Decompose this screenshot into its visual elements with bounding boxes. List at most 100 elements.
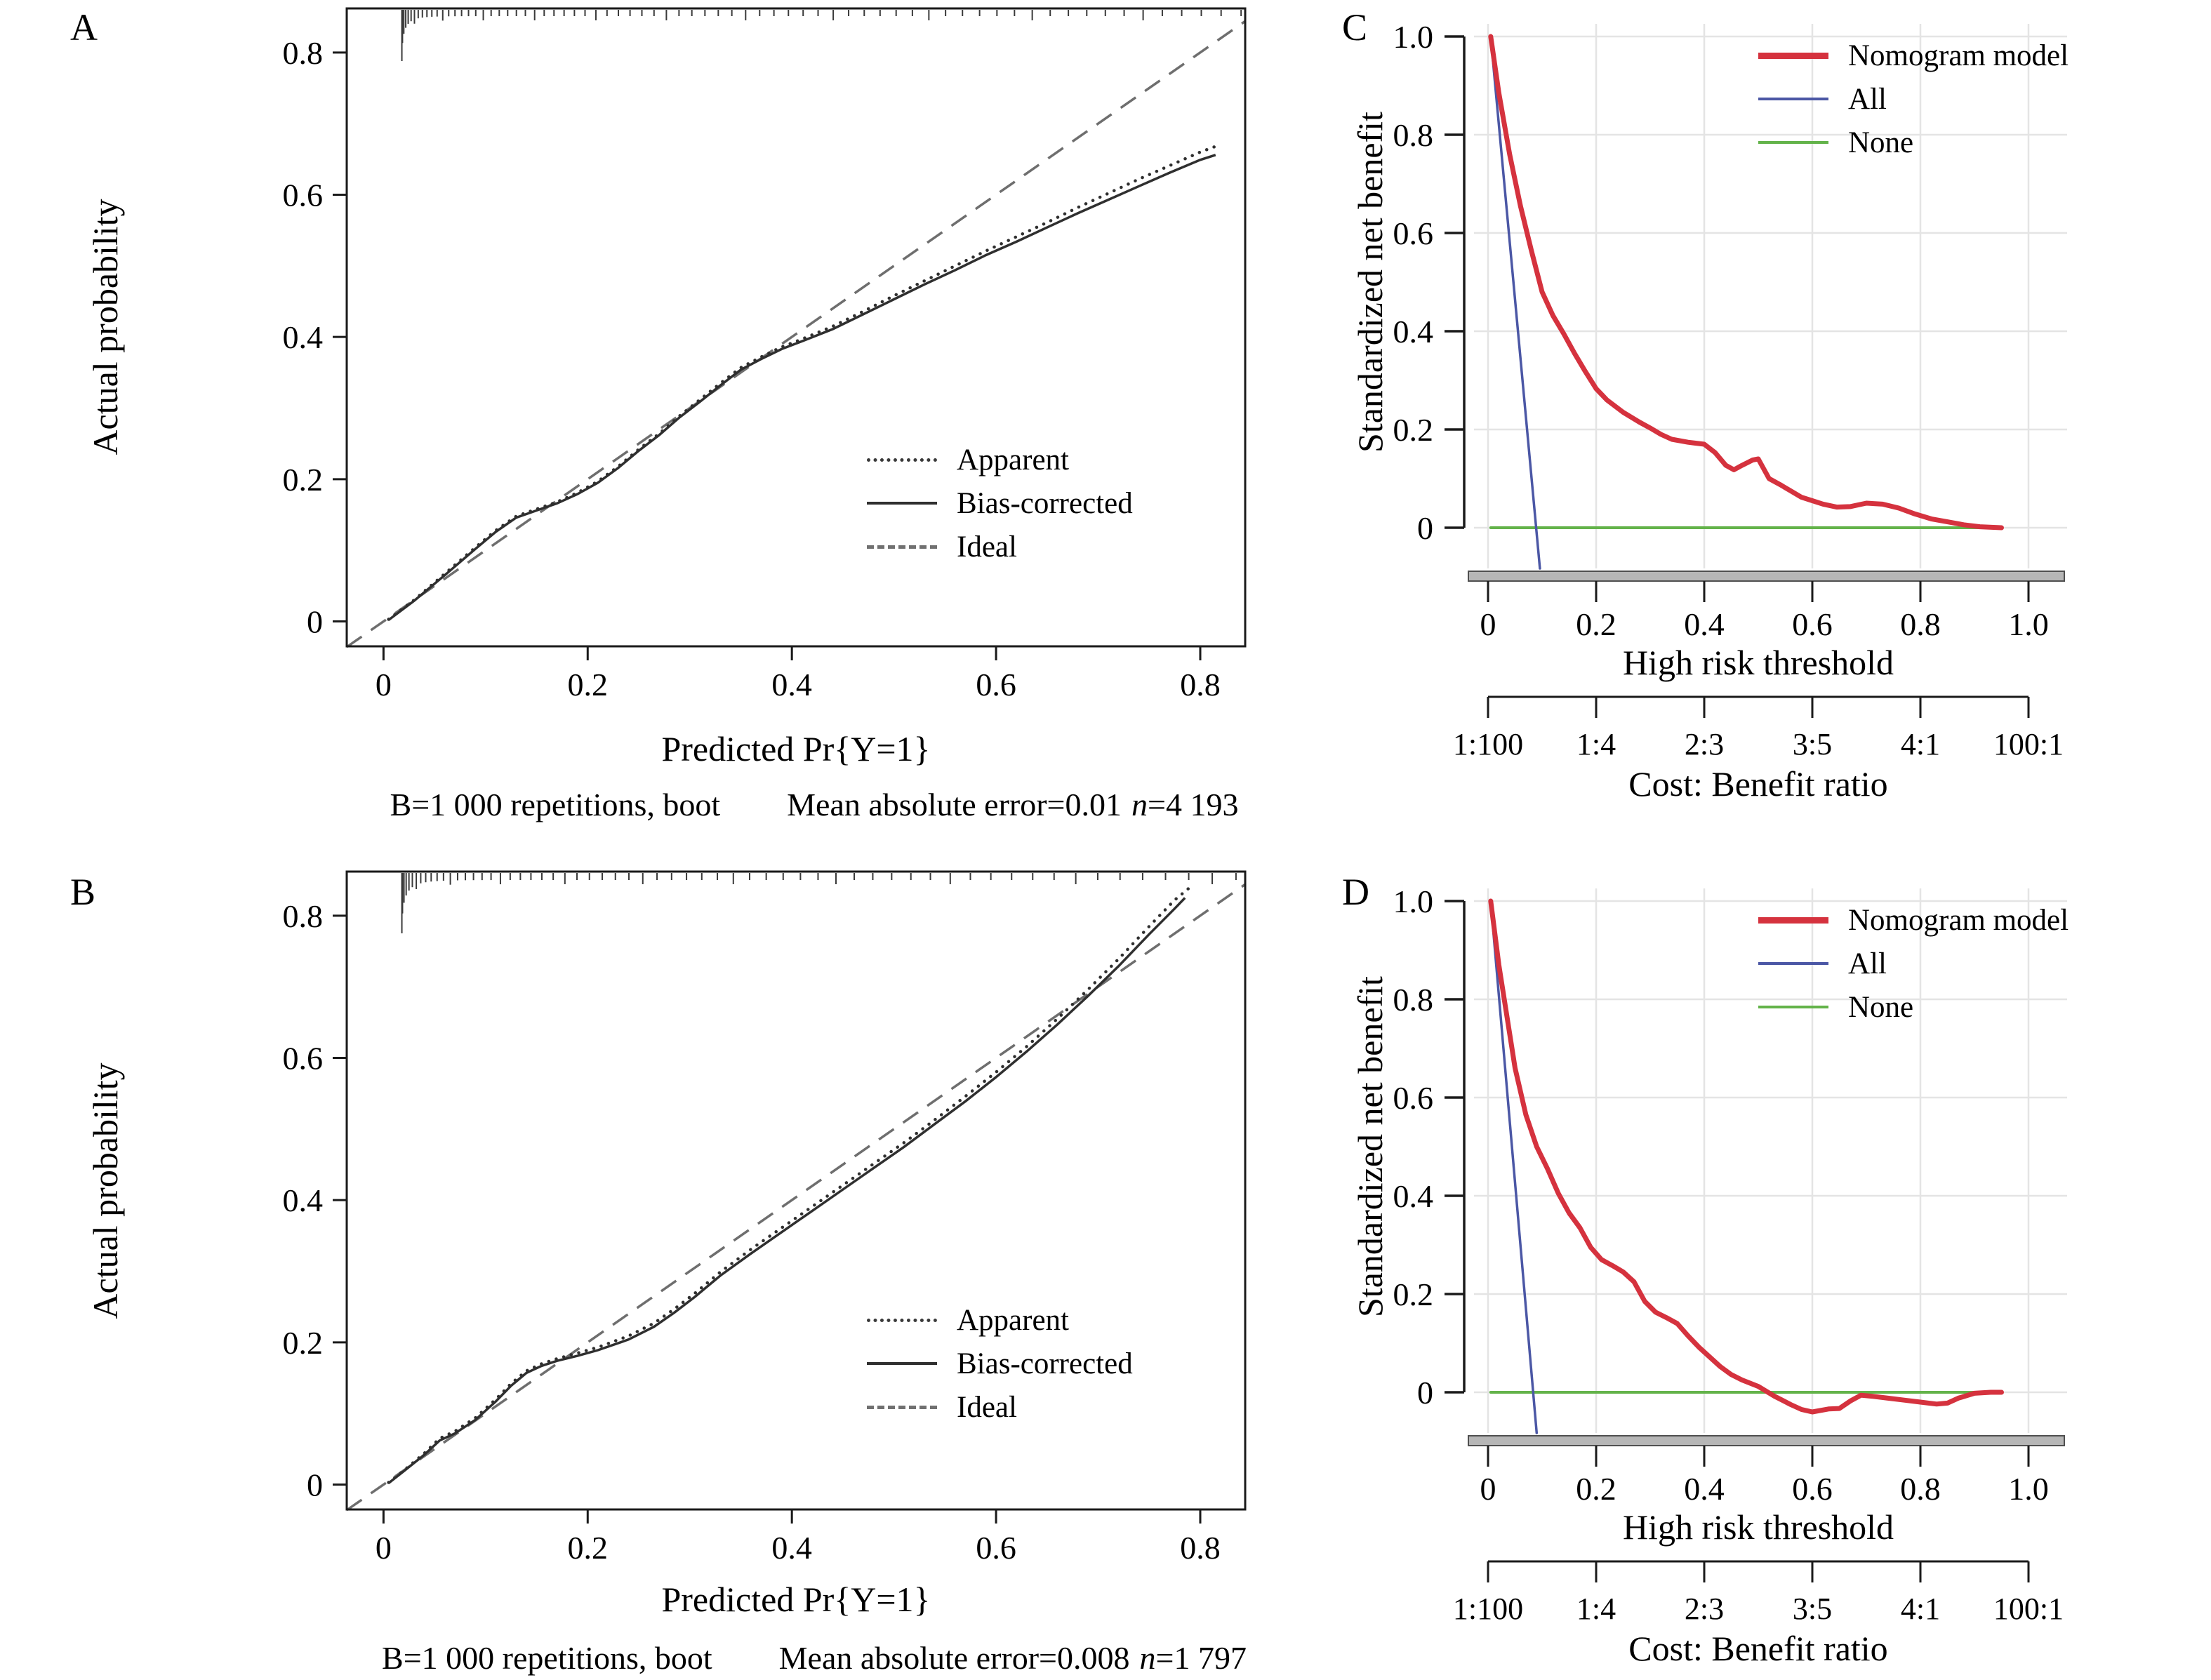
svg-text:0: 0 [376, 667, 392, 702]
panel-label-b: B [70, 871, 96, 913]
svg-text:1.0: 1.0 [2008, 1471, 2049, 1507]
legend-panel-d: Nomogram model All None [1758, 898, 2069, 1029]
svg-text:0.6: 0.6 [976, 667, 1016, 702]
svg-text:0.6: 0.6 [1792, 606, 1833, 642]
svg-text:100:1: 100:1 [1993, 727, 2064, 761]
panel-label-a: A [70, 6, 98, 48]
svg-text:0.4: 0.4 [1684, 1471, 1725, 1507]
caption-b-nvar: n [1139, 1640, 1156, 1676]
caption-a-error: Mean absolute error=0.01 [787, 787, 1122, 822]
y-axis-title-c: Standardized net benefit [1350, 112, 1390, 453]
legend-item-bias-corrected: Bias-corrected [867, 1342, 1133, 1385]
legend-item-all: All [1758, 942, 2069, 985]
svg-text:3:5: 3:5 [1793, 1592, 1832, 1626]
svg-text:0.4: 0.4 [283, 1182, 324, 1218]
dashed-line-icon [867, 545, 937, 549]
svg-text:0.2: 0.2 [568, 1530, 609, 1566]
svg-text:0.8: 0.8 [283, 35, 324, 71]
svg-text:0.6: 0.6 [976, 1530, 1016, 1566]
svg-text:0.2: 0.2 [1393, 1276, 1434, 1312]
svg-text:0.8: 0.8 [1180, 1530, 1221, 1566]
svg-text:0.4: 0.4 [1393, 314, 1434, 349]
svg-text:0.4: 0.4 [1393, 1178, 1434, 1214]
solid-line-icon [867, 1362, 937, 1365]
svg-text:1.0: 1.0 [1393, 19, 1434, 55]
caption-a: B=1 000 repetitions, boot Mean absolute e… [253, 786, 1376, 823]
panel-label-c: C [1342, 6, 1368, 48]
legend-item-none: None [1758, 985, 2069, 1029]
svg-text:100:1: 100:1 [1993, 1592, 2064, 1626]
svg-text:1:100: 1:100 [1453, 727, 1523, 761]
red-line-icon [1758, 916, 1828, 924]
svg-text:0.6: 0.6 [1792, 1471, 1833, 1507]
svg-text:3:5: 3:5 [1793, 727, 1832, 761]
svg-text:0: 0 [1480, 606, 1496, 642]
legend-item-apparent: Apparent [867, 1298, 1133, 1342]
blue-line-icon [1758, 98, 1828, 100]
legend-item-ideal: Ideal [867, 525, 1133, 568]
svg-text:0.4: 0.4 [283, 319, 324, 355]
svg-text:0.8: 0.8 [1900, 1471, 1941, 1507]
x-axis-title-a: Predicted Pr{Y=1} [661, 729, 931, 768]
legend-label: Bias-corrected [957, 1347, 1133, 1380]
y-axis-title-a: Actual probability [86, 199, 125, 455]
svg-text:0.2: 0.2 [1576, 606, 1616, 642]
svg-text:0: 0 [1480, 1471, 1496, 1507]
blue-line-icon [1758, 962, 1828, 965]
dotted-line-icon [867, 458, 937, 462]
caption-a-nvalue: =4 193 [1148, 787, 1239, 822]
svg-text:0.4: 0.4 [771, 1530, 812, 1566]
x-axis-title-d: High risk threshold [1622, 1507, 1894, 1547]
caption-b-reps: B=1 000 repetitions, boot [382, 1640, 712, 1676]
svg-text:0.4: 0.4 [1684, 606, 1725, 642]
svg-text:0.8: 0.8 [283, 898, 324, 934]
svg-text:1.0: 1.0 [2008, 606, 2049, 642]
green-line-icon [1758, 1006, 1828, 1008]
caption-b-error: Mean absolute error=0.008 [778, 1640, 1130, 1676]
svg-text:0.4: 0.4 [771, 667, 812, 702]
legend-label: Ideal [957, 530, 1017, 564]
svg-text:0.8: 0.8 [1180, 667, 1221, 702]
svg-text:0: 0 [1417, 1375, 1433, 1411]
legend-label: Apparent [957, 443, 1069, 476]
svg-text:0.8: 0.8 [1900, 606, 1941, 642]
svg-text:2:3: 2:3 [1685, 727, 1724, 761]
panel-label-d: D [1342, 871, 1369, 913]
svg-text:0.2: 0.2 [1576, 1471, 1616, 1507]
svg-text:0.6: 0.6 [283, 1041, 324, 1076]
svg-text:0.2: 0.2 [283, 1325, 324, 1361]
legend-item-none: None [1758, 121, 2069, 164]
svg-text:4:1: 4:1 [1901, 727, 1940, 761]
svg-text:1:100: 1:100 [1453, 1592, 1523, 1626]
legend-item-apparent: Apparent [867, 438, 1133, 481]
legend-label: All [1848, 947, 1887, 980]
legend-item-nomogram: Nomogram model [1758, 34, 2069, 77]
svg-text:0.6: 0.6 [1393, 215, 1434, 251]
legend-label: Bias-corrected [957, 486, 1133, 520]
legend-label: Apparent [957, 1303, 1069, 1337]
svg-text:0.8: 0.8 [1393, 117, 1434, 153]
legend-item-all: All [1758, 77, 2069, 121]
svg-text:0: 0 [307, 1467, 323, 1503]
red-line-icon [1758, 52, 1828, 59]
y-axis-title-d: Standardized net benefit [1350, 976, 1390, 1317]
caption-b-nvalue: =1 797 [1155, 1640, 1247, 1676]
svg-text:1:4: 1:4 [1576, 1592, 1616, 1626]
legend-panel-c: Nomogram model All None [1758, 34, 2069, 164]
svg-text:0.2: 0.2 [283, 462, 324, 498]
svg-text:0: 0 [307, 604, 323, 640]
svg-text:0: 0 [1417, 510, 1433, 546]
legend-label: Nomogram model [1848, 39, 2069, 72]
svg-text:1:4: 1:4 [1576, 727, 1616, 761]
svg-text:0: 0 [376, 1530, 392, 1566]
caption-a-nvar: n [1131, 787, 1148, 822]
dotted-line-icon [867, 1318, 937, 1322]
legend-label: None [1848, 990, 1914, 1024]
caption-b: B=1 000 repetitions, boot Mean absolute e… [253, 1639, 1376, 1676]
x-axis-title-c: High risk threshold [1622, 643, 1894, 682]
legend-label: None [1848, 126, 1914, 159]
svg-text:4:1: 4:1 [1901, 1592, 1940, 1626]
legend-panel-a: Apparent Bias-corrected Ideal [867, 438, 1133, 568]
